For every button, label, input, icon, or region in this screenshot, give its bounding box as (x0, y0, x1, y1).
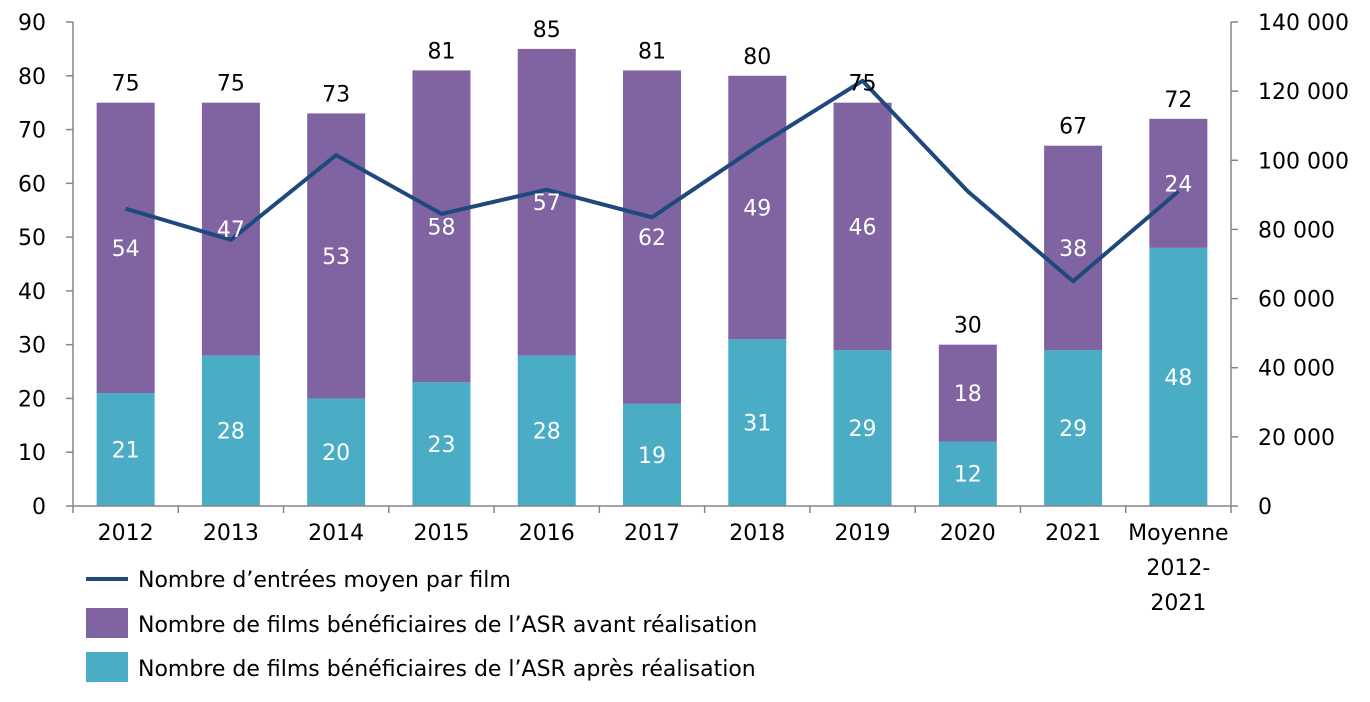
y-left-tick-label: 90 (18, 11, 46, 36)
y-left-tick-label: 80 (18, 65, 46, 90)
x-tick-label: 2019 (835, 521, 891, 546)
y-right-tick-label: 140 000 (1258, 11, 1349, 36)
x-tick-label: 2016 (519, 521, 575, 546)
bar-avant (1044, 145, 1103, 351)
data-label-apres: 23 (427, 433, 455, 458)
bar-apres (1044, 350, 1103, 506)
y-left-tick-label: 0 (32, 495, 46, 520)
bar-apres (623, 403, 681, 506)
data-label-total: 80 (743, 45, 771, 70)
x-tick-label: Moyenne 2012-2021 (1128, 521, 1228, 616)
data-label-avant: 49 (743, 197, 771, 222)
bar-apres (728, 339, 787, 506)
data-label-apres: 48 (1164, 366, 1192, 391)
x-tick-label: 2021 (1045, 521, 1101, 546)
x-tick-label: 2014 (308, 521, 364, 546)
data-label-total: 81 (638, 39, 666, 64)
x-tick-label: 2012 (98, 521, 154, 546)
bar-avant (96, 102, 155, 394)
data-label-apres: 20 (322, 441, 350, 466)
data-label-total: 30 (954, 314, 982, 339)
data-label-total: 75 (217, 72, 245, 97)
data-label-avant: 57 (533, 191, 561, 216)
legend: Nombre d’entrées moyen par film Nombre d… (86, 568, 757, 682)
data-label-total: 85 (533, 18, 561, 43)
x-tick-label: 2013 (203, 521, 259, 546)
y-left-tick-label: 70 (18, 119, 46, 144)
data-label-total: 75 (849, 72, 877, 97)
x-tick-label: 2020 (940, 521, 996, 546)
y-right-tick-label: 40 000 (1258, 357, 1335, 382)
legend-swatch-avant (86, 608, 128, 638)
data-label-avant: 62 (638, 226, 666, 251)
y-right-tick-label: 100 000 (1258, 149, 1349, 174)
data-label-avant: 46 (849, 215, 877, 240)
data-label-apres: 29 (849, 417, 877, 442)
y-right-tick-label: 60 000 (1258, 288, 1335, 313)
data-label-avant: 24 (1164, 172, 1192, 197)
bar-avant (307, 113, 366, 399)
data-label-avant: 58 (427, 215, 455, 240)
bar-label-layer: 21 54 75 28 47 75 20 53 73 23 58 81 28 57 85 19 62 81 31 49… (112, 18, 1193, 488)
data-label-avant: 53 (322, 245, 350, 270)
bar-apres (938, 441, 997, 506)
x-tick-label: 2015 (413, 521, 469, 546)
y-right-tick-label: 120 000 (1258, 80, 1349, 105)
data-label-apres: 31 (743, 412, 771, 437)
x-tick-label: 2018 (729, 521, 785, 546)
y-right-tick-label: 20 000 (1258, 426, 1335, 451)
line-layer (125, 78, 1180, 284)
legend-label-apres: Nombre de films bénéficiaires de l’ASR a… (138, 657, 756, 682)
axes-layer: 0 10 20 30 40 50 60 70 80 90 0 20 000 40 000 60 000 80… (18, 11, 1349, 616)
data-label-apres: 28 (217, 420, 245, 445)
bar-avant (412, 70, 471, 383)
data-label-apres: 19 (638, 444, 666, 469)
bar-avant (623, 70, 681, 404)
y-right-tick-label: 80 000 (1258, 218, 1335, 243)
line-entrees-moyen (125, 78, 1180, 284)
y-left-tick-label: 30 (18, 334, 46, 359)
y-right-tick-label: 0 (1258, 495, 1272, 520)
data-label-apres: 21 (112, 439, 140, 464)
data-label-avant: 18 (954, 382, 982, 407)
bar-avant (517, 48, 576, 356)
y-left-tick-label: 20 (18, 387, 46, 412)
data-label-total: 73 (322, 82, 350, 107)
data-label-apres: 28 (533, 420, 561, 445)
y-left-tick-label: 60 (18, 172, 46, 197)
legend-swatch-apres (86, 652, 128, 682)
bar-apres (201, 355, 260, 506)
x-tick-label: 2017 (624, 521, 680, 546)
data-label-avant: 47 (217, 218, 245, 243)
bar-avant (833, 102, 892, 351)
data-label-total: 75 (112, 72, 140, 97)
bar-avant (728, 75, 787, 340)
bar-avant (1149, 118, 1208, 248)
bar-apres (1149, 247, 1208, 506)
data-label-total: 81 (427, 39, 455, 64)
bar-avant (938, 344, 997, 442)
y-left-tick-label: 40 (18, 280, 46, 305)
legend-label-avant: Nombre de films bénéficiaires de l’ASR a… (138, 613, 757, 638)
data-label-total: 67 (1059, 115, 1087, 140)
data-label-apres: 29 (1059, 417, 1087, 442)
legend-label-line: Nombre d’entrées moyen par film (138, 568, 511, 593)
data-label-avant: 54 (112, 237, 140, 262)
bar-apres (307, 398, 366, 506)
bar-apres (96, 393, 155, 506)
y-left-tick-label: 10 (18, 441, 46, 466)
y-left-tick-label: 50 (18, 226, 46, 251)
bar-apres (517, 355, 576, 506)
data-label-avant: 38 (1059, 237, 1087, 262)
bar-apres (412, 382, 471, 506)
bar-avant (201, 102, 260, 356)
data-label-total: 72 (1164, 88, 1192, 113)
bar-apres (833, 350, 892, 506)
bar-layer (96, 48, 1208, 506)
data-label-apres: 12 (954, 463, 982, 488)
